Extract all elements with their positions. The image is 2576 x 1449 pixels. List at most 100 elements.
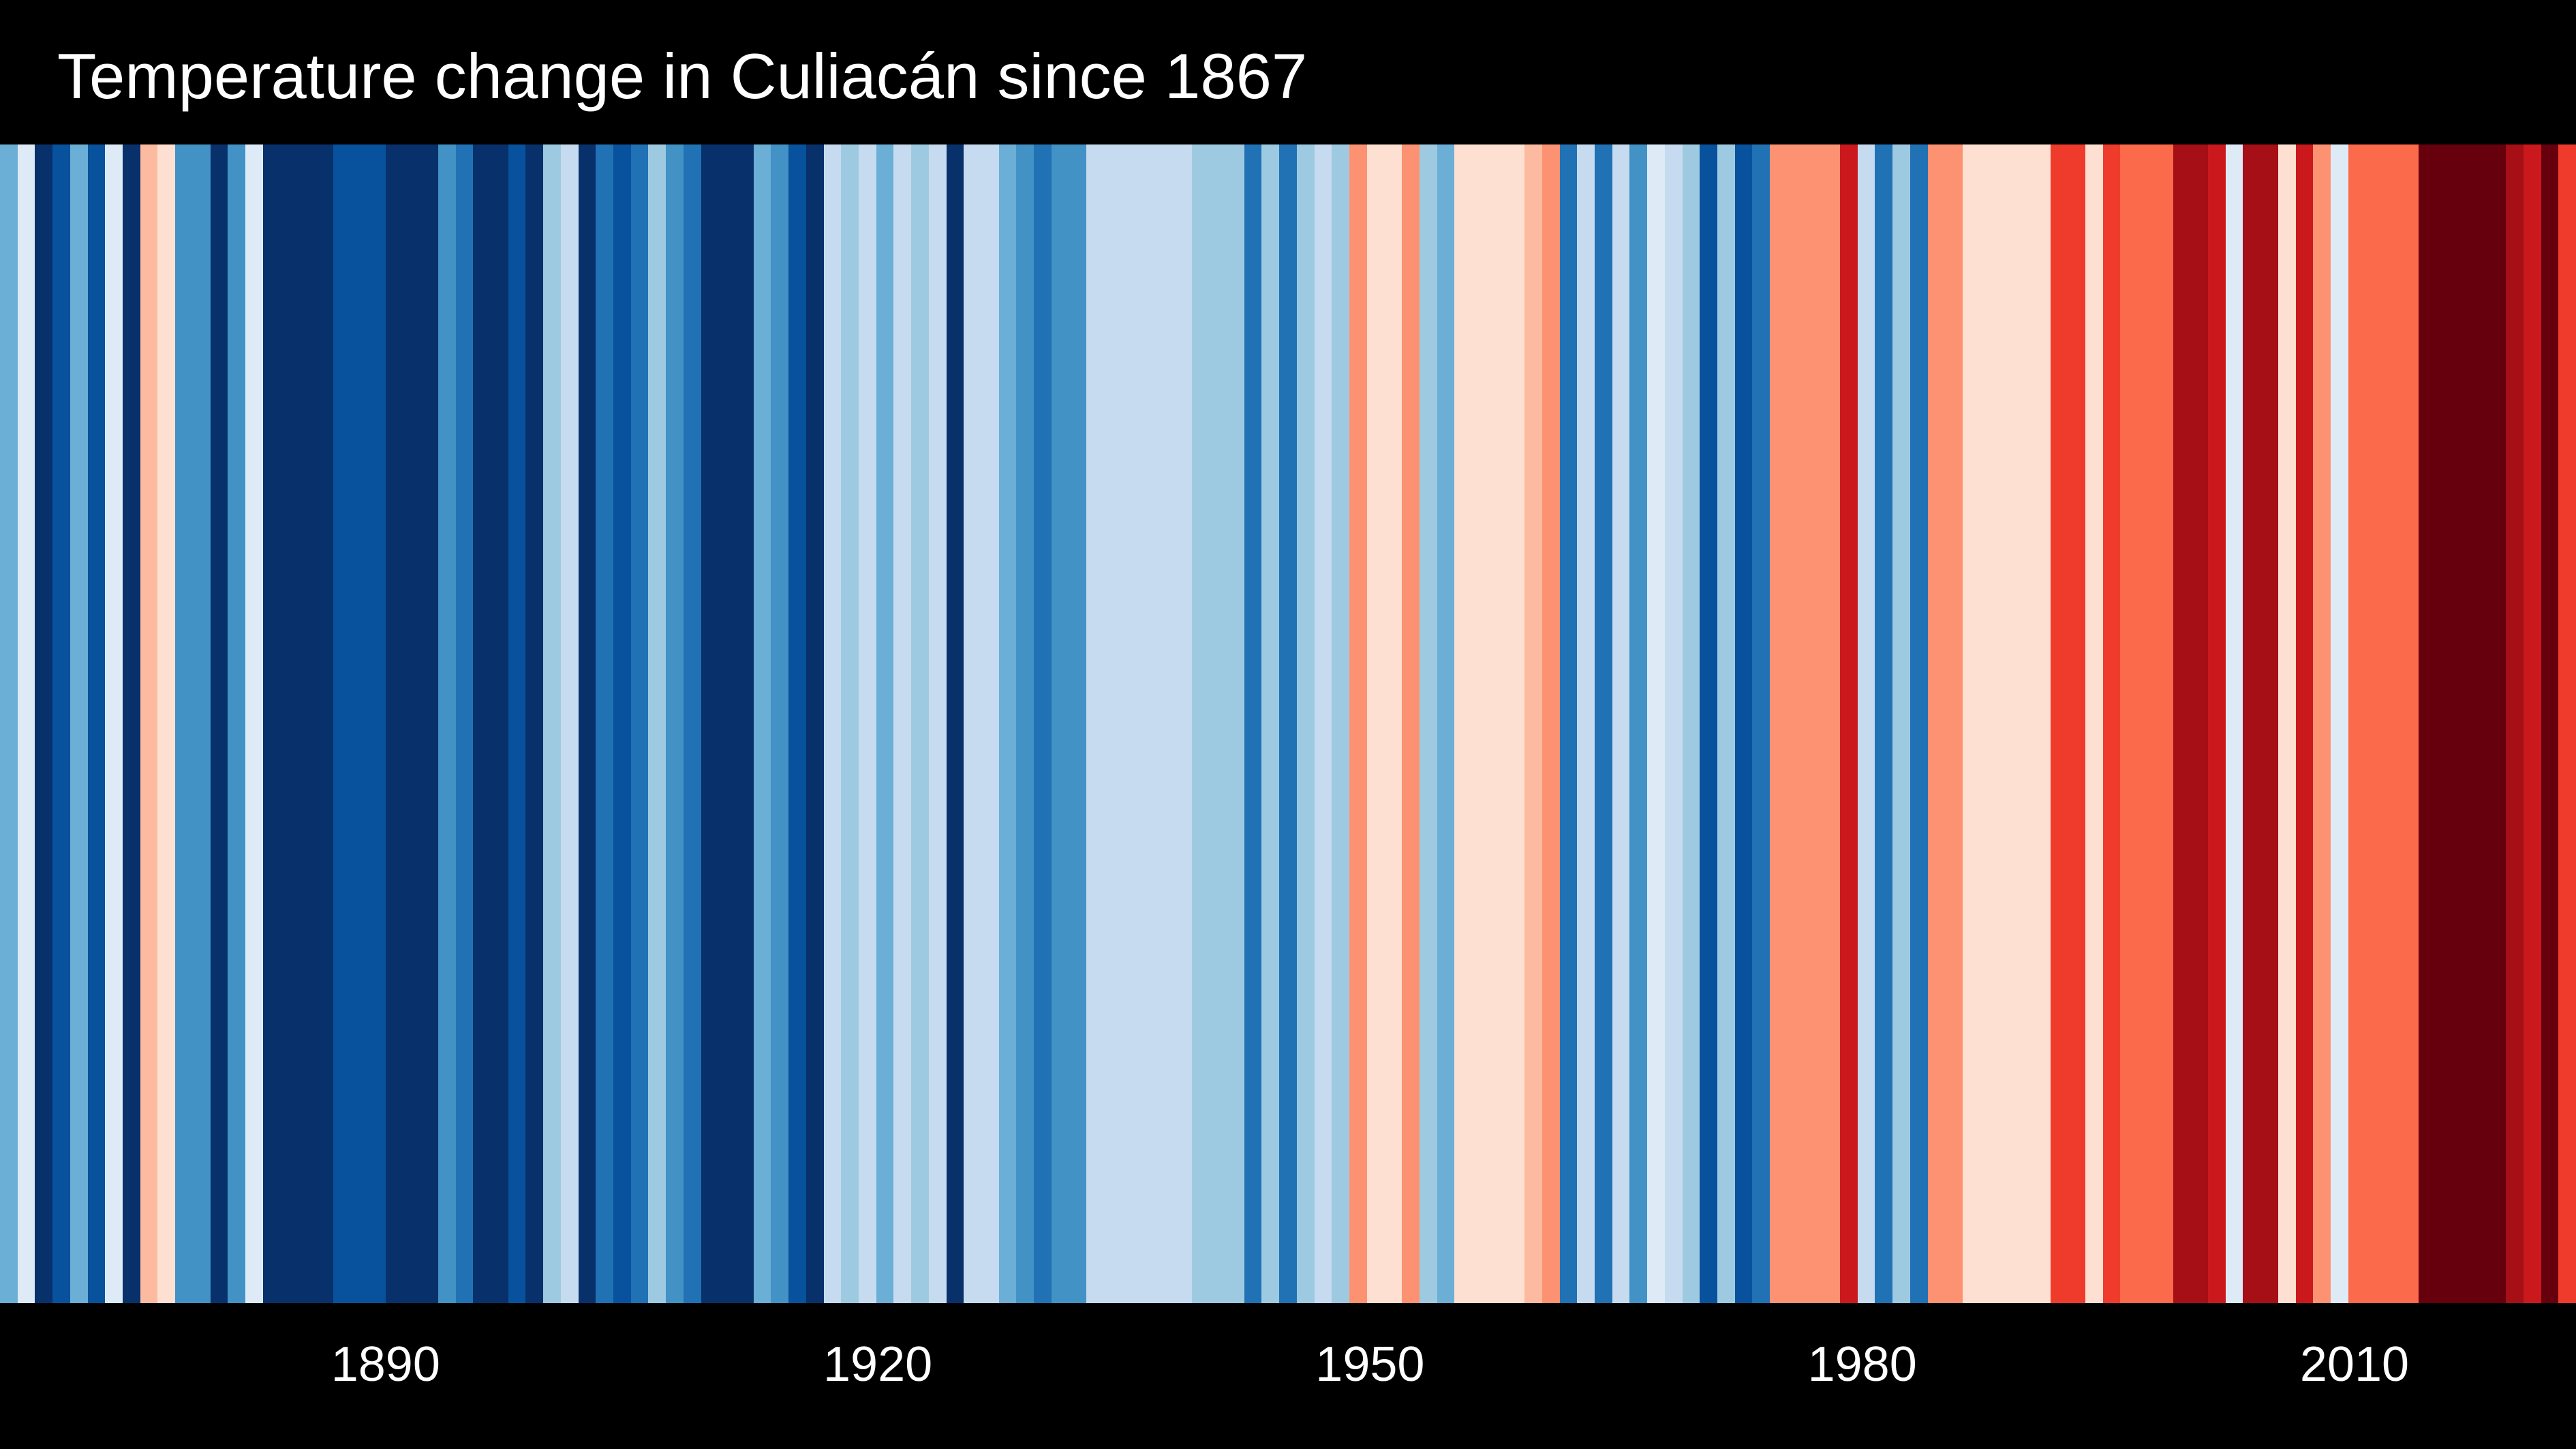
stripe-1990 bbox=[2156, 144, 2174, 1303]
stripe-1981 bbox=[1997, 144, 2016, 1303]
stripe-1950 bbox=[1454, 144, 1473, 1303]
stripe-1962 bbox=[1665, 144, 1683, 1303]
stripe-1952 bbox=[1490, 144, 1507, 1303]
stripe-1933 bbox=[1156, 144, 1175, 1303]
stripe-2008 bbox=[2471, 144, 2489, 1303]
stripe-1984 bbox=[2051, 144, 2068, 1303]
stripe-1896 bbox=[508, 144, 526, 1303]
stripe-1934 bbox=[1174, 144, 1193, 1303]
stripe-1999 bbox=[2313, 144, 2331, 1303]
stripe-1942 bbox=[1315, 144, 1332, 1303]
stripe-1953 bbox=[1507, 144, 1525, 1303]
stripe-1960 bbox=[1629, 144, 1648, 1303]
stripe-1935 bbox=[1192, 144, 1210, 1303]
stripe-1925 bbox=[1016, 144, 1034, 1303]
stripe-2010 bbox=[2506, 144, 2524, 1303]
stripe-1939 bbox=[1261, 144, 1280, 1303]
stripe-1905 bbox=[666, 144, 684, 1303]
stripe-1946 bbox=[1384, 144, 1402, 1303]
stripe-1951 bbox=[1472, 144, 1490, 1303]
stripe-1926 bbox=[1034, 144, 1052, 1303]
stripe-1941 bbox=[1297, 144, 1315, 1303]
stripe-1878 bbox=[193, 144, 211, 1303]
stripe-1884 bbox=[298, 144, 316, 1303]
stripe-1954 bbox=[1524, 144, 1543, 1303]
stripe-1916 bbox=[859, 144, 877, 1303]
stripe-1972 bbox=[1840, 144, 1858, 1303]
stripe-2000 bbox=[2331, 144, 2349, 1303]
stripe-1890 bbox=[403, 144, 421, 1303]
stripe-2005 bbox=[2419, 144, 2436, 1303]
stripe-2002 bbox=[2365, 144, 2384, 1303]
stripe-1902 bbox=[613, 144, 632, 1303]
stripe-1872 bbox=[88, 144, 106, 1303]
stripe-1996 bbox=[2260, 144, 2279, 1303]
stripe-1976 bbox=[1910, 144, 1929, 1303]
stripe-1914 bbox=[824, 144, 842, 1303]
stripe-1924 bbox=[999, 144, 1017, 1303]
stripe-1920 bbox=[929, 144, 947, 1303]
stripe-1937 bbox=[1227, 144, 1245, 1303]
stripe-1963 bbox=[1683, 144, 1700, 1303]
stripe-1893 bbox=[456, 144, 474, 1303]
stripe-1906 bbox=[684, 144, 702, 1303]
stripe-1966 bbox=[1735, 144, 1753, 1303]
x-axis-ticks: 1890 1920 1950 1980 2010 bbox=[331, 1337, 2409, 1392]
stripe-1985 bbox=[2068, 144, 2086, 1303]
stripe-2011 bbox=[2524, 144, 2542, 1303]
stripe-2001 bbox=[2348, 144, 2366, 1303]
x-tick-label-1890: 1890 bbox=[331, 1337, 440, 1392]
stripe-1961 bbox=[1647, 144, 1666, 1303]
stripe-1911 bbox=[771, 144, 789, 1303]
stripe-1958 bbox=[1595, 144, 1613, 1303]
stripes-group bbox=[0, 144, 2576, 1303]
stripe-1978 bbox=[1945, 144, 1963, 1303]
stripe-1912 bbox=[788, 144, 807, 1303]
stripe-1886 bbox=[333, 144, 351, 1303]
stripe-1989 bbox=[2138, 144, 2156, 1303]
stripe-1879 bbox=[211, 144, 228, 1303]
stripe-1899 bbox=[561, 144, 579, 1303]
stripe-1964 bbox=[1700, 144, 1718, 1303]
stripe-2007 bbox=[2453, 144, 2472, 1303]
stripe-1894 bbox=[473, 144, 491, 1303]
stripe-1883 bbox=[280, 144, 298, 1303]
stripe-1876 bbox=[157, 144, 176, 1303]
stripe-2009 bbox=[2488, 144, 2506, 1303]
stripe-1983 bbox=[2033, 144, 2051, 1303]
stripe-2013 bbox=[2558, 144, 2576, 1303]
stripe-1922 bbox=[964, 144, 982, 1303]
stripe-1987 bbox=[2103, 144, 2121, 1303]
stripe-1991 bbox=[2173, 144, 2191, 1303]
stripe-1869 bbox=[35, 144, 53, 1303]
chart-title: Temperature change in Culiacán since 186… bbox=[57, 40, 1308, 112]
stripe-1871 bbox=[70, 144, 89, 1303]
stripe-1943 bbox=[1332, 144, 1350, 1303]
stripe-1965 bbox=[1717, 144, 1736, 1303]
stripe-1904 bbox=[648, 144, 666, 1303]
stripe-1868 bbox=[18, 144, 35, 1303]
stripe-1895 bbox=[491, 144, 509, 1303]
stripe-1959 bbox=[1612, 144, 1630, 1303]
stripe-1974 bbox=[1875, 144, 1893, 1303]
stripe-1921 bbox=[947, 144, 964, 1303]
stripe-1889 bbox=[386, 144, 403, 1303]
stripe-1967 bbox=[1752, 144, 1770, 1303]
stripe-1995 bbox=[2243, 144, 2261, 1303]
stripe-2012 bbox=[2541, 144, 2559, 1303]
stripe-1867 bbox=[0, 144, 18, 1303]
stripe-1982 bbox=[2015, 144, 2034, 1303]
stripe-1877 bbox=[175, 144, 194, 1303]
stripe-2006 bbox=[2436, 144, 2454, 1303]
stripe-1913 bbox=[806, 144, 825, 1303]
stripe-1908 bbox=[718, 144, 737, 1303]
stripe-1993 bbox=[2208, 144, 2226, 1303]
stripe-1949 bbox=[1437, 144, 1455, 1303]
stripe-2004 bbox=[2401, 144, 2419, 1303]
stripe-1998 bbox=[2296, 144, 2314, 1303]
stripe-1994 bbox=[2226, 144, 2243, 1303]
stripe-1930 bbox=[1104, 144, 1122, 1303]
stripe-1992 bbox=[2190, 144, 2209, 1303]
x-tick-label-1950: 1950 bbox=[1315, 1337, 1424, 1392]
